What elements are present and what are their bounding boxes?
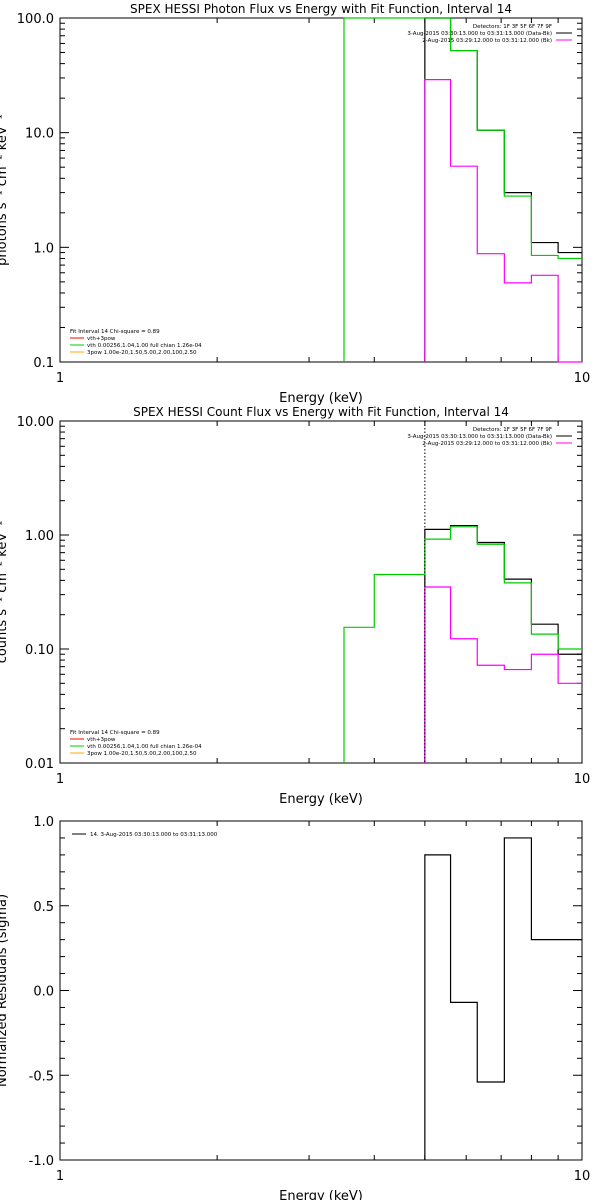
legend-top-right: Detectors: 1F 3F 5F 6F 7F 9F3-Aug-2015 0…: [407, 427, 572, 447]
y-axis-label: Normalized Residuals (sigma): [0, 894, 10, 1087]
chart-panel-1: SPEX HESSI Photon Flux vs Energy with Fi…: [0, 2, 590, 406]
chart-title: SPEX HESSI Count Flux vs Energy with Fit…: [133, 405, 509, 419]
y-tick-label: -1.0: [29, 1154, 54, 1169]
y-tick-label: 1.0: [33, 241, 54, 256]
y-tick-label: 1.0: [33, 815, 54, 830]
legend-entry: 14. 3-Aug-2015 03:30:13.000 to 03:31:13.…: [90, 832, 218, 838]
y-tick-label: 0.5: [33, 900, 54, 915]
legend-bottom-left: Fit Interval 14 Chi-square = 0.89vth+3po…: [70, 730, 202, 757]
chart-title: SPEX HESSI Photon Flux vs Energy with Fi…: [130, 2, 512, 16]
x-axis: 1 10 Energy (keV): [56, 421, 590, 807]
legend-top-right: Detectors: 1F 3F 5F 6F 7F 9F3-Aug-2015 0…: [407, 24, 572, 44]
series-vth: [343, 17, 582, 362]
series-bk: [424, 586, 582, 763]
chart-panel-2: SPEX HESSI Count Flux vs Energy with Fit…: [0, 405, 590, 807]
series-bk: [424, 79, 582, 363]
legend-entry: Detectors: 1F 3F 5F 6F 7F 9F: [473, 24, 552, 30]
legend-entry: vth 0.00256,1.04,1.00 full chian 1.26e-0…: [87, 343, 202, 349]
x-tick-label: 1: [56, 772, 64, 787]
y-axis-label: photons s⁻¹ cm⁻² keV⁻¹: [0, 114, 10, 266]
y-tick-label: 0.1: [33, 356, 54, 371]
legend-entry: 3-Aug-2015 03:30:13.000 to 03:31:13.000 …: [407, 434, 552, 440]
x-tick-label: 10: [574, 1169, 591, 1184]
y-tick-label: -0.5: [29, 1069, 54, 1084]
legend-top-left: 14. 3-Aug-2015 03:30:13.000 to 03:31:13.…: [72, 832, 218, 838]
legend-entry: Fit Interval 14 Chi-square = 0.89: [70, 329, 160, 335]
x-axis-label: Energy (keV): [279, 1189, 363, 1200]
plot-frame: [59, 820, 583, 1161]
y-tick-label: 10.0: [25, 127, 54, 142]
legend-entry: vth+3pow: [87, 336, 116, 342]
x-tick-label: 1: [56, 1169, 64, 1184]
x-axis: 1 10 Energy (keV): [56, 821, 590, 1200]
x-tick-label: 1: [56, 371, 64, 386]
plot-frame: [59, 17, 583, 363]
series-14-: [424, 837, 582, 1160]
x-axis-label: Energy (keV): [279, 391, 363, 406]
series-vth: [343, 526, 582, 763]
legend-bottom-left: Fit Interval 14 Chi-square = 0.89vth+3po…: [70, 329, 202, 356]
legend-entry: Detectors: 1F 3F 5F 6F 7F 9F: [473, 427, 552, 433]
legend-entry: 2-Aug-2015 03:29:12.000 to 03:31:12.000 …: [422, 441, 552, 447]
legend-entry: Fit Interval 14 Chi-square = 0.89: [70, 730, 160, 736]
legend-entry: 2-Aug-2015 03:29:12.000 to 03:31:12.000 …: [422, 38, 552, 44]
y-tick-label: 0.0: [33, 985, 54, 1000]
y-tick-label: 10.00: [17, 415, 54, 430]
y-axis-label: counts s⁻¹ cm⁻² keV⁻¹: [0, 521, 10, 664]
legend-entry: 3pow 1.00e-20,1.50,5.00,2.00,100,2.50: [87, 350, 197, 356]
legend-entry: vth+3pow: [87, 737, 116, 743]
plot-frame: [59, 420, 583, 764]
y-tick-label: 0.01: [25, 757, 54, 772]
x-tick-label: 10: [574, 371, 591, 386]
x-axis-label: Energy (keV): [279, 792, 363, 807]
y-tick-label: 100.0: [17, 12, 54, 27]
legend-entry: vth 0.00256,1.04,1.00 full chian 1.26e-0…: [87, 744, 202, 750]
x-axis: 1 10 Energy (keV): [56, 18, 590, 406]
chart-panel-3: 1 10 Energy (keV) -1.0 -0.5 0.0 0.5 1.0 Normaliz…: [0, 815, 590, 1200]
x-tick-label: 10: [574, 772, 591, 787]
y-axis: -1.0 -0.5 0.0 0.5 1.0 Normalized Residuals (s…: [0, 815, 582, 1169]
legend-entry: 3-Aug-2015 03:30:13.000 to 03:31:13.000 …: [407, 31, 552, 37]
y-tick-label: 0.10: [25, 643, 54, 658]
y-tick-label: 1.00: [25, 529, 54, 544]
legend-entry: 3pow 1.00e-20,1.50,5.00,2.00,100,2.50: [87, 751, 197, 757]
y-axis: 0.01 0.10 1.00 10.00 counts s⁻¹ cm⁻² keV⁻¹: [0, 415, 582, 772]
y-axis: 0.1 1.0 10.0 100.0 photons s⁻¹ cm⁻² keV⁻¹: [0, 12, 582, 371]
